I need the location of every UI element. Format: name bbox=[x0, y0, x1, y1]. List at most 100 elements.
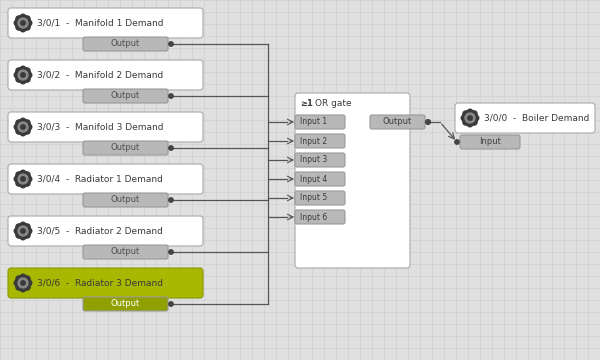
Circle shape bbox=[18, 226, 28, 236]
Circle shape bbox=[21, 66, 25, 71]
Circle shape bbox=[21, 118, 25, 123]
FancyBboxPatch shape bbox=[8, 112, 203, 142]
Circle shape bbox=[14, 21, 19, 25]
Circle shape bbox=[16, 120, 20, 125]
Text: 3/0/6  -  Radiator 3 Demand: 3/0/6 - Radiator 3 Demand bbox=[37, 279, 163, 288]
FancyBboxPatch shape bbox=[455, 103, 595, 133]
Circle shape bbox=[21, 281, 25, 285]
Circle shape bbox=[472, 111, 477, 116]
Circle shape bbox=[25, 77, 30, 82]
FancyBboxPatch shape bbox=[295, 153, 345, 167]
FancyBboxPatch shape bbox=[8, 8, 203, 38]
Text: 3/0/4  -  Radiator 1 Demand: 3/0/4 - Radiator 1 Demand bbox=[37, 175, 163, 184]
Text: Input 2: Input 2 bbox=[300, 136, 327, 145]
Text: 3/0/5  -  Radiator 2 Demand: 3/0/5 - Radiator 2 Demand bbox=[37, 226, 163, 235]
FancyBboxPatch shape bbox=[8, 268, 203, 298]
Circle shape bbox=[25, 129, 30, 134]
Circle shape bbox=[21, 229, 25, 233]
Circle shape bbox=[463, 120, 467, 125]
Circle shape bbox=[14, 73, 19, 77]
Circle shape bbox=[15, 171, 31, 187]
Circle shape bbox=[16, 233, 20, 238]
Circle shape bbox=[455, 140, 459, 144]
Circle shape bbox=[169, 302, 173, 306]
Circle shape bbox=[468, 109, 472, 114]
Text: OR gate: OR gate bbox=[315, 99, 352, 108]
Circle shape bbox=[28, 177, 32, 181]
Text: Output: Output bbox=[111, 91, 140, 100]
Circle shape bbox=[25, 16, 30, 21]
Text: Input 6: Input 6 bbox=[300, 212, 327, 221]
Text: Output: Output bbox=[111, 144, 140, 153]
Text: Output: Output bbox=[111, 300, 140, 309]
Circle shape bbox=[14, 229, 19, 233]
Circle shape bbox=[16, 77, 20, 82]
FancyBboxPatch shape bbox=[83, 89, 168, 103]
Circle shape bbox=[169, 42, 173, 46]
Circle shape bbox=[14, 281, 19, 285]
Circle shape bbox=[14, 177, 19, 181]
FancyBboxPatch shape bbox=[370, 115, 425, 129]
FancyBboxPatch shape bbox=[295, 115, 345, 129]
Text: Input: Input bbox=[479, 138, 501, 147]
Circle shape bbox=[18, 122, 28, 132]
FancyBboxPatch shape bbox=[295, 93, 410, 268]
Circle shape bbox=[21, 131, 25, 136]
Circle shape bbox=[25, 181, 30, 186]
Circle shape bbox=[426, 120, 430, 124]
Circle shape bbox=[21, 27, 25, 32]
FancyBboxPatch shape bbox=[295, 191, 345, 205]
Text: Input 3: Input 3 bbox=[300, 156, 327, 165]
FancyBboxPatch shape bbox=[83, 141, 168, 155]
Circle shape bbox=[25, 285, 30, 290]
Text: Input 5: Input 5 bbox=[300, 194, 327, 202]
Text: Output: Output bbox=[111, 195, 140, 204]
Circle shape bbox=[465, 113, 475, 123]
Circle shape bbox=[21, 21, 25, 25]
Circle shape bbox=[472, 120, 477, 125]
Circle shape bbox=[16, 68, 20, 73]
Circle shape bbox=[16, 129, 20, 134]
Circle shape bbox=[463, 111, 467, 116]
Circle shape bbox=[21, 125, 25, 129]
Circle shape bbox=[15, 275, 31, 291]
FancyBboxPatch shape bbox=[8, 60, 203, 90]
Circle shape bbox=[461, 116, 466, 120]
Circle shape bbox=[16, 181, 20, 186]
Circle shape bbox=[16, 276, 20, 280]
Circle shape bbox=[169, 94, 173, 98]
Text: Output: Output bbox=[111, 40, 140, 49]
Circle shape bbox=[14, 125, 19, 129]
Circle shape bbox=[21, 170, 25, 175]
Circle shape bbox=[21, 274, 25, 279]
Text: Input 4: Input 4 bbox=[300, 175, 327, 184]
Circle shape bbox=[28, 229, 32, 233]
Circle shape bbox=[169, 146, 173, 150]
Circle shape bbox=[468, 122, 472, 127]
Circle shape bbox=[16, 224, 20, 229]
Circle shape bbox=[21, 222, 25, 227]
Circle shape bbox=[21, 177, 25, 181]
Text: Output: Output bbox=[383, 117, 412, 126]
Circle shape bbox=[462, 110, 478, 126]
Circle shape bbox=[21, 183, 25, 188]
Circle shape bbox=[21, 73, 25, 77]
Circle shape bbox=[21, 235, 25, 240]
Text: ≥1: ≥1 bbox=[300, 99, 313, 108]
Circle shape bbox=[21, 14, 25, 19]
Circle shape bbox=[169, 198, 173, 202]
Circle shape bbox=[25, 120, 30, 125]
Circle shape bbox=[16, 172, 20, 177]
Circle shape bbox=[18, 18, 28, 28]
Circle shape bbox=[475, 116, 479, 120]
Text: Input 1: Input 1 bbox=[300, 117, 327, 126]
Circle shape bbox=[169, 250, 173, 254]
FancyBboxPatch shape bbox=[295, 210, 345, 224]
FancyBboxPatch shape bbox=[8, 164, 203, 194]
Circle shape bbox=[25, 276, 30, 280]
Circle shape bbox=[18, 70, 28, 80]
FancyBboxPatch shape bbox=[295, 172, 345, 186]
Text: 3/0/0  -  Boiler Demand: 3/0/0 - Boiler Demand bbox=[484, 113, 589, 122]
Circle shape bbox=[28, 21, 32, 25]
Circle shape bbox=[15, 223, 31, 239]
